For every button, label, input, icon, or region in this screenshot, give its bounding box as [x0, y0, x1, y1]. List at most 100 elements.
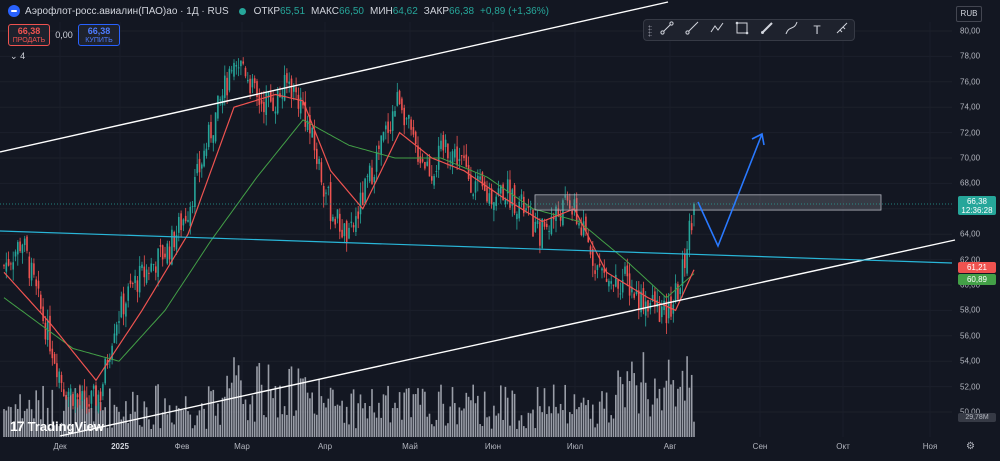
candle-body: [132, 283, 134, 285]
volume-bar: [578, 407, 580, 437]
volume-bar: [656, 398, 658, 437]
volume-bar: [28, 399, 31, 437]
volume-bar: [23, 410, 26, 437]
volume-bar: [350, 393, 353, 437]
symbol-title[interactable]: Аэрофлот-росс.авиалин(ПАО)ао · 1Д · RUS: [25, 5, 229, 17]
x-tick-label: Май: [402, 442, 418, 451]
volume-bar: [161, 412, 164, 437]
volume-bar: [42, 385, 44, 437]
volume-bar: [327, 398, 330, 437]
candle-body: [166, 243, 169, 264]
candle-body: [203, 150, 205, 167]
volume-bar: [631, 361, 633, 437]
volume-bar: [449, 406, 451, 437]
symbol-header[interactable]: Аэрофлот-росс.авиалин(ПАО)ао · 1Д · RUS …: [0, 0, 549, 22]
candle-body: [293, 85, 295, 92]
candle-body: [67, 391, 70, 397]
path-tool-icon[interactable]: [708, 21, 726, 39]
volume-bar: [543, 388, 546, 437]
volume-bar: [670, 384, 672, 437]
candle-body: [548, 230, 550, 232]
candle-body: [688, 220, 691, 250]
candle-body: [394, 110, 396, 117]
volume-bar: [447, 423, 449, 437]
candle-body: [184, 215, 187, 222]
indicators-toggle[interactable]: ⌄ 4: [10, 51, 25, 62]
measure-tool-icon[interactable]: [833, 21, 851, 39]
volume-bar: [316, 414, 318, 437]
candle-body: [552, 217, 555, 220]
y-tick-label: 60,00: [960, 280, 981, 290]
volume-bar: [58, 426, 60, 437]
drawing-toolbar[interactable]: T: [643, 19, 855, 41]
ray-tool-icon[interactable]: [683, 21, 701, 39]
volume-bar: [502, 419, 504, 437]
candle-body: [7, 259, 10, 266]
forecast-arrowhead: [751, 132, 765, 146]
candle-body: [477, 175, 479, 181]
x-tick-label: Окт: [836, 442, 850, 451]
candle-body: [19, 241, 21, 252]
candle-body: [598, 263, 601, 266]
volume-bar: [14, 404, 17, 437]
volume-bar: [686, 356, 688, 437]
line-tool-icon[interactable]: [658, 21, 676, 39]
volume-bar: [10, 407, 12, 437]
candle-body: [302, 101, 304, 106]
candle-body: [152, 263, 155, 265]
buy-button[interactable]: 66,38 КУПИТЬ: [78, 24, 120, 46]
candle-body: [615, 274, 617, 287]
candle-body: [398, 90, 401, 105]
volume-bar: [221, 397, 224, 437]
candle-body: [288, 81, 290, 84]
volume-bar: [26, 408, 28, 437]
volume-bar: [525, 428, 527, 437]
candle-body: [631, 287, 633, 293]
candle-body: [224, 75, 226, 98]
volume-bar: [536, 386, 539, 437]
candle-body: [594, 270, 596, 274]
candle-body: [532, 209, 534, 237]
volume-bar: [493, 405, 495, 437]
ohlc-close: ЗАКР66,38: [423, 5, 475, 17]
volume-bar: [113, 404, 116, 437]
volume-bar: [488, 416, 491, 437]
volume-bar: [102, 410, 104, 437]
trade-panel: 66,38 ПРОДАТЬ 0,00 66,38 КУПИТЬ: [8, 24, 120, 46]
rectangle-tool-icon[interactable]: [733, 21, 751, 39]
volume-bar: [408, 388, 410, 437]
volume-bar: [72, 427, 74, 437]
text-tool-icon[interactable]: T: [813, 23, 821, 37]
candle-body: [690, 223, 693, 231]
candle-body: [665, 301, 668, 324]
candle-body: [42, 306, 44, 321]
settings-gear-icon[interactable]: ⚙: [966, 441, 975, 452]
candle-body: [654, 291, 656, 307]
currency-selector[interactable]: RUB: [956, 6, 982, 22]
tradingview-logo[interactable]: 17 TradingView: [10, 418, 104, 434]
candle-body: [286, 73, 288, 83]
brush-tool-icon[interactable]: [758, 21, 776, 39]
pen-tool-icon[interactable]: [783, 21, 801, 39]
candle-body: [619, 293, 622, 295]
candle-body: [592, 249, 594, 266]
volume-bar: [672, 380, 675, 437]
candle-body: [380, 135, 382, 156]
candle-body: [520, 194, 523, 200]
drag-handle-icon[interactable]: [648, 25, 652, 37]
candle-body: [86, 397, 88, 408]
y-tick-label: 52,00: [960, 382, 981, 392]
volume-bar: [679, 386, 681, 437]
candle-body: [74, 393, 77, 407]
candle-body: [435, 170, 438, 172]
candle-body: [237, 67, 240, 69]
candle-body: [267, 92, 270, 98]
sell-label: ПРОДАТЬ: [12, 37, 46, 44]
volume-bar: [341, 400, 343, 437]
candle-body: [458, 158, 461, 162]
candle-body: [433, 176, 435, 186]
candle-body: [456, 146, 458, 165]
sell-button[interactable]: 66,38 ПРОДАТЬ: [8, 24, 50, 46]
